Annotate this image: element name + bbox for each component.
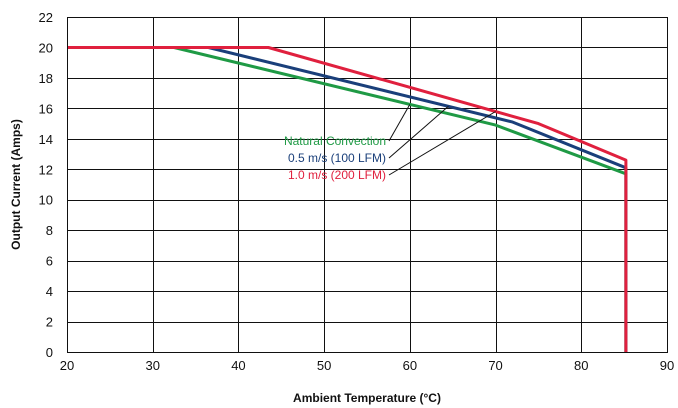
- series-line-1: [67, 46, 628, 352]
- y-tick-label: 2: [46, 315, 53, 330]
- legend-leader-line: [388, 104, 411, 142]
- x-tick-label: 50: [317, 358, 331, 373]
- legend-label: 1.0 m/s (200 LFM): [288, 168, 386, 182]
- y-tick-label: 22: [39, 10, 53, 25]
- legend-leader-line: [388, 105, 449, 159]
- legend-leader-line: [388, 111, 496, 176]
- x-tick-label: 30: [145, 358, 159, 373]
- x-axis-label: Ambient Temperature (°C): [293, 391, 441, 405]
- y-tick-label: 12: [39, 162, 53, 177]
- series-lines: [67, 46, 628, 352]
- y-tick-label: 16: [39, 101, 53, 116]
- y-tick-label: 0: [46, 345, 53, 360]
- series-line-3: [67, 46, 628, 352]
- x-tick-label: 80: [574, 358, 588, 373]
- y-tick-label: 20: [39, 40, 53, 55]
- x-tick-label: 60: [403, 358, 417, 373]
- legend-label: Natural Convection: [284, 134, 386, 148]
- legend: Natural Convection 0.5 m/s (100 LFM) 1.0 m…: [284, 104, 496, 182]
- plot-area-frame: [67, 17, 668, 353]
- y-axis-ticks: 0 2 4 6 8 10 12 14 16 18 20 22: [39, 10, 53, 360]
- x-tick-label: 70: [488, 358, 502, 373]
- series-line-2: [67, 46, 628, 352]
- x-axis-ticks: 20 30 40 50 60 70 80 90: [60, 358, 674, 373]
- legend-label: 0.5 m/s (100 LFM): [288, 151, 386, 165]
- x-tick-label: 40: [231, 358, 245, 373]
- grid: [67, 17, 668, 353]
- y-tick-label: 18: [39, 71, 53, 86]
- x-tick-label: 20: [60, 358, 74, 373]
- x-tick-label: 90: [660, 358, 674, 373]
- y-axis-label: Output Current (Amps): [9, 119, 23, 250]
- y-tick-label: 14: [39, 132, 53, 147]
- y-tick-label: 4: [46, 284, 53, 299]
- y-tick-label: 8: [46, 223, 53, 238]
- y-tick-label: 10: [39, 193, 53, 208]
- y-tick-label: 6: [46, 254, 53, 269]
